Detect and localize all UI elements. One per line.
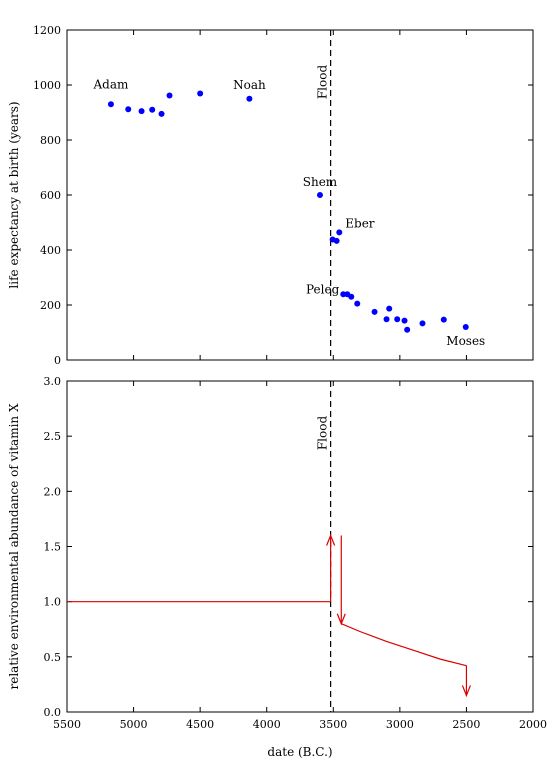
data-point — [138, 108, 145, 115]
y-tick-label: 400 — [40, 244, 61, 257]
y-tick-label: 800 — [40, 134, 61, 147]
abundance-line — [341, 623, 467, 667]
flood-label: Flood — [316, 416, 330, 451]
arrow-head — [326, 533, 336, 546]
point-annotation: Adam — [92, 77, 129, 91]
data-point — [336, 229, 343, 236]
point-annotation: Eber — [345, 216, 375, 230]
x-tick-label: 2000 — [519, 718, 547, 731]
x-tick-label: 3000 — [386, 718, 414, 731]
vitamin-abundance-chart: 5500 5000 4500 4000 3500 3000 2500 2000 0.0 0.5 1.… — [7, 375, 547, 759]
y-tick-label: 1200 — [33, 24, 61, 37]
y-tick-label: 0 — [54, 354, 61, 367]
data-point — [440, 316, 447, 323]
y-tick-label: 0.0 — [44, 706, 62, 719]
x-axis-label: date (B.C.) — [267, 745, 332, 759]
plot-frame — [66, 380, 534, 713]
flood-label: Flood — [316, 65, 330, 100]
x-tick-label: 5500 — [53, 718, 81, 731]
y-tick-label: 1.0 — [44, 596, 62, 609]
y-tick-label: 2.5 — [44, 430, 62, 443]
arrow-head — [461, 685, 471, 698]
data-point — [316, 192, 323, 198]
plot-frame — [66, 29, 534, 361]
data-point — [354, 300, 361, 307]
x-tick-label: 2500 — [452, 718, 480, 731]
data-point — [371, 308, 378, 315]
y-tick-label: 1000 — [33, 79, 61, 92]
data-point — [386, 305, 393, 312]
y-tick-label: 3.0 — [44, 375, 62, 388]
point-annotation: Noah — [233, 78, 266, 92]
point-annotation: Moses — [446, 334, 485, 348]
data-point — [419, 320, 426, 327]
data-point — [383, 316, 390, 323]
data-point — [462, 324, 469, 330]
y-tick-label: 0.5 — [44, 651, 62, 664]
y-tick-label: 600 — [40, 189, 61, 202]
data-point — [333, 237, 340, 244]
point-annotation: Peleg — [306, 282, 340, 296]
data-point — [125, 106, 132, 113]
point-annotation: Shem — [303, 175, 338, 189]
data-point — [404, 326, 411, 333]
y-tick-label: 2.0 — [44, 485, 62, 498]
x-tick-label: 4000 — [253, 718, 281, 731]
x-tick-label: 4500 — [186, 718, 214, 731]
y-tick-label: 1.5 — [44, 541, 62, 554]
data-point — [401, 317, 408, 324]
data-point — [107, 101, 114, 108]
data-point — [166, 92, 173, 99]
y-tick-label: 200 — [40, 299, 61, 312]
x-tick-label: 3500 — [319, 718, 347, 731]
y-axis-label: relative environmental abundance of vita… — [7, 403, 21, 689]
data-point — [149, 106, 156, 113]
y-axis-label: life expectancy at birth (years) — [7, 101, 21, 288]
data-point — [158, 110, 165, 117]
x-tick-label: 5000 — [120, 718, 148, 731]
arrow-head — [336, 613, 346, 626]
data-point — [394, 316, 401, 323]
life-expectancy-chart: 0 200 400 600 800 1000 1200 Flood life expectanc… — [7, 24, 534, 367]
data-point — [348, 293, 355, 300]
data-point — [197, 90, 204, 97]
data-point — [246, 95, 253, 102]
